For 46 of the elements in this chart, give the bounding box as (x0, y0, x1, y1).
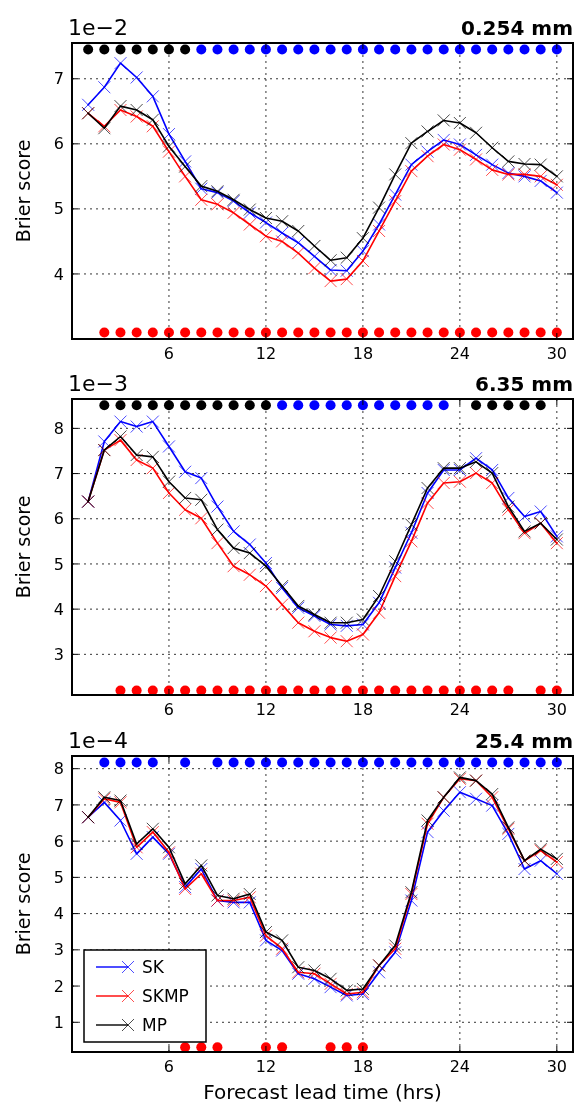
legend-label: SKMP (142, 985, 189, 1006)
x-tick-label: 12 (255, 700, 277, 719)
y-tick-label: 4 (53, 904, 64, 924)
y-tick-label: 6 (53, 831, 64, 851)
y-tick-label: 3 (53, 644, 64, 664)
y-tick-label: 7 (53, 795, 64, 815)
y-axis-title: Brier score (12, 852, 34, 956)
legend-label: MP (142, 1014, 167, 1035)
y-tick-label: 7 (53, 69, 64, 89)
y-tick-label: 6 (53, 509, 64, 529)
x-tick-label: 30 (546, 1057, 568, 1076)
x-tick-label: 24 (449, 1057, 471, 1076)
y-tick-label: 5 (53, 199, 64, 219)
x-tick-label: 24 (449, 344, 471, 363)
y-tick-label: 8 (53, 759, 64, 779)
text: 1e−3 (68, 371, 128, 396)
y-tick-label: 6 (53, 134, 64, 154)
y-tick-label: 8 (53, 418, 64, 438)
y-tick-label: 3 (53, 940, 64, 960)
x-axis-title: Forecast lead time (hrs) (203, 1080, 442, 1104)
x-tick-label: 18 (352, 1057, 374, 1076)
legend-label: SK (142, 956, 165, 977)
x-tick-label: 12 (255, 1057, 277, 1076)
y-axis-title: Brier score (12, 139, 34, 243)
y-tick-label: 4 (53, 599, 64, 619)
chart-title: 25.4 mm (475, 729, 573, 753)
x-tick-label: 30 (546, 344, 568, 363)
y-tick-label: 1 (53, 1012, 64, 1032)
x-tick-label: 6 (163, 1057, 175, 1076)
x-tick-label: 12 (255, 344, 277, 363)
y-tick-label: 5 (53, 554, 64, 574)
text: 1e−4 (68, 728, 128, 753)
y-tick-label: 5 (53, 867, 64, 887)
chart-title: 0.254 mm (461, 16, 573, 40)
y-tick-label: 7 (53, 464, 64, 484)
chart-title: 6.35 mm (475, 372, 573, 396)
x-tick-label: 30 (546, 700, 568, 719)
y-tick-label: 2 (53, 976, 64, 996)
x-tick-label: 18 (352, 700, 374, 719)
x-tick-label: 6 (163, 344, 175, 363)
text: 1e−2 (68, 15, 128, 40)
y-axis-title: Brier score (12, 495, 34, 599)
x-tick-label: 18 (352, 344, 374, 363)
y-tick-label: 4 (53, 264, 64, 284)
x-tick-label: 24 (449, 700, 471, 719)
x-tick-label: 6 (163, 700, 175, 719)
